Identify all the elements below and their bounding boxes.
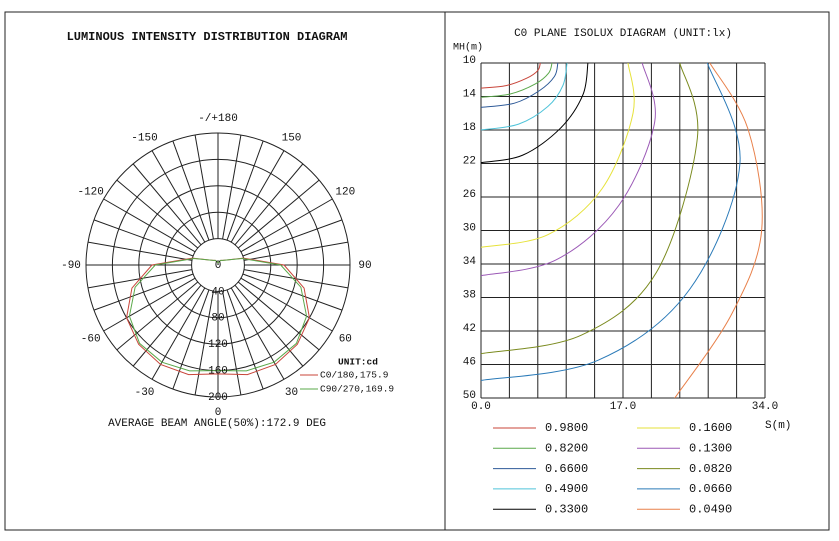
angle-tick-label: -60 bbox=[81, 333, 101, 345]
legend-label: 0.6600 bbox=[545, 462, 588, 476]
legend-label: 0.9800 bbox=[545, 421, 588, 435]
angle-tick-label: -120 bbox=[77, 186, 103, 198]
x-tick-label: 17.0 bbox=[610, 401, 636, 413]
angle-tick-label: 60 bbox=[339, 333, 352, 345]
angle-tick-label: -90 bbox=[61, 260, 81, 272]
r-tick-label: 0 bbox=[215, 260, 222, 272]
r-tick-label: 120 bbox=[208, 339, 228, 351]
x-axis-label: S(m) bbox=[765, 420, 791, 432]
frame bbox=[4, 11, 830, 531]
x-tick-label: 0.0 bbox=[471, 401, 491, 413]
y-tick-label: 26 bbox=[463, 189, 476, 201]
angle-tick-label: -30 bbox=[135, 387, 155, 399]
y-tick-label: 30 bbox=[463, 222, 476, 234]
r-tick-label: 200 bbox=[208, 392, 228, 404]
legend-label: 0.8200 bbox=[545, 441, 588, 455]
isolux-curve bbox=[480, 62, 635, 248]
ring bbox=[85, 132, 351, 398]
isolux-curve bbox=[480, 62, 553, 98]
y-tick-label: 34 bbox=[463, 256, 477, 268]
polar-title: LUMINOUS INTENSITY DISTRIBUTION DIAGRAM bbox=[67, 30, 348, 44]
isolux-curve bbox=[480, 62, 589, 164]
y-tick-label: 38 bbox=[463, 289, 476, 301]
y-tick-label: 22 bbox=[463, 155, 476, 167]
angle-tick-label: 120 bbox=[335, 186, 355, 198]
isolux-curve bbox=[480, 62, 656, 277]
r-tick-label: 40 bbox=[211, 286, 224, 298]
isolux-curve bbox=[480, 62, 559, 108]
y-tick-label: 46 bbox=[463, 356, 476, 368]
y-tick-label: 42 bbox=[463, 323, 476, 335]
angle-tick-label: -/+180 bbox=[198, 113, 238, 125]
legend-label: 0.0660 bbox=[689, 482, 732, 496]
r-tick-label: 80 bbox=[211, 313, 224, 325]
ring bbox=[191, 238, 245, 292]
legend-label: C0/180,175.9 bbox=[320, 370, 389, 381]
ring bbox=[138, 185, 298, 345]
y-tick-label: 18 bbox=[463, 122, 476, 134]
legend-label: 0.4900 bbox=[545, 482, 588, 496]
angle-tick-label: 0 bbox=[215, 407, 222, 419]
isolux-curve bbox=[480, 62, 541, 89]
ring bbox=[164, 211, 272, 319]
angle-tick-label: 90 bbox=[358, 260, 371, 272]
angle-tick-label: -150 bbox=[131, 133, 157, 145]
legend-label: 0.1300 bbox=[689, 441, 732, 455]
x-tick-label: 34.0 bbox=[752, 401, 778, 413]
y-tick-label: 14 bbox=[463, 88, 477, 100]
legend-label: 0.3300 bbox=[545, 502, 588, 516]
y-tick-label: 50 bbox=[463, 390, 476, 402]
unit-label: UNIT:cd bbox=[338, 357, 378, 368]
intensity-curve bbox=[128, 258, 308, 372]
beam-angle: AVERAGE BEAM ANGLE(50%):172.9 DEG bbox=[108, 418, 326, 430]
isolux-curve bbox=[674, 62, 763, 399]
y-axis-label: MH(m) bbox=[453, 42, 483, 54]
r-tick-label: 160 bbox=[208, 366, 228, 378]
legend-label: 0.0490 bbox=[689, 502, 732, 516]
legend-label: C90/270,169.9 bbox=[320, 384, 394, 395]
legend-label: 0.0820 bbox=[689, 462, 732, 476]
isolux-curve bbox=[480, 62, 741, 381]
isolux-title: C0 PLANE ISOLUX DIAGRAM (UNIT:lx) bbox=[514, 28, 732, 40]
isolux-curve bbox=[480, 62, 568, 131]
angle-tick-label: 150 bbox=[282, 133, 302, 145]
legend-label: 0.1600 bbox=[689, 421, 732, 435]
angle-tick-label: 30 bbox=[285, 387, 298, 399]
y-tick-label: 10 bbox=[463, 55, 476, 67]
isolux-curve bbox=[480, 62, 699, 355]
